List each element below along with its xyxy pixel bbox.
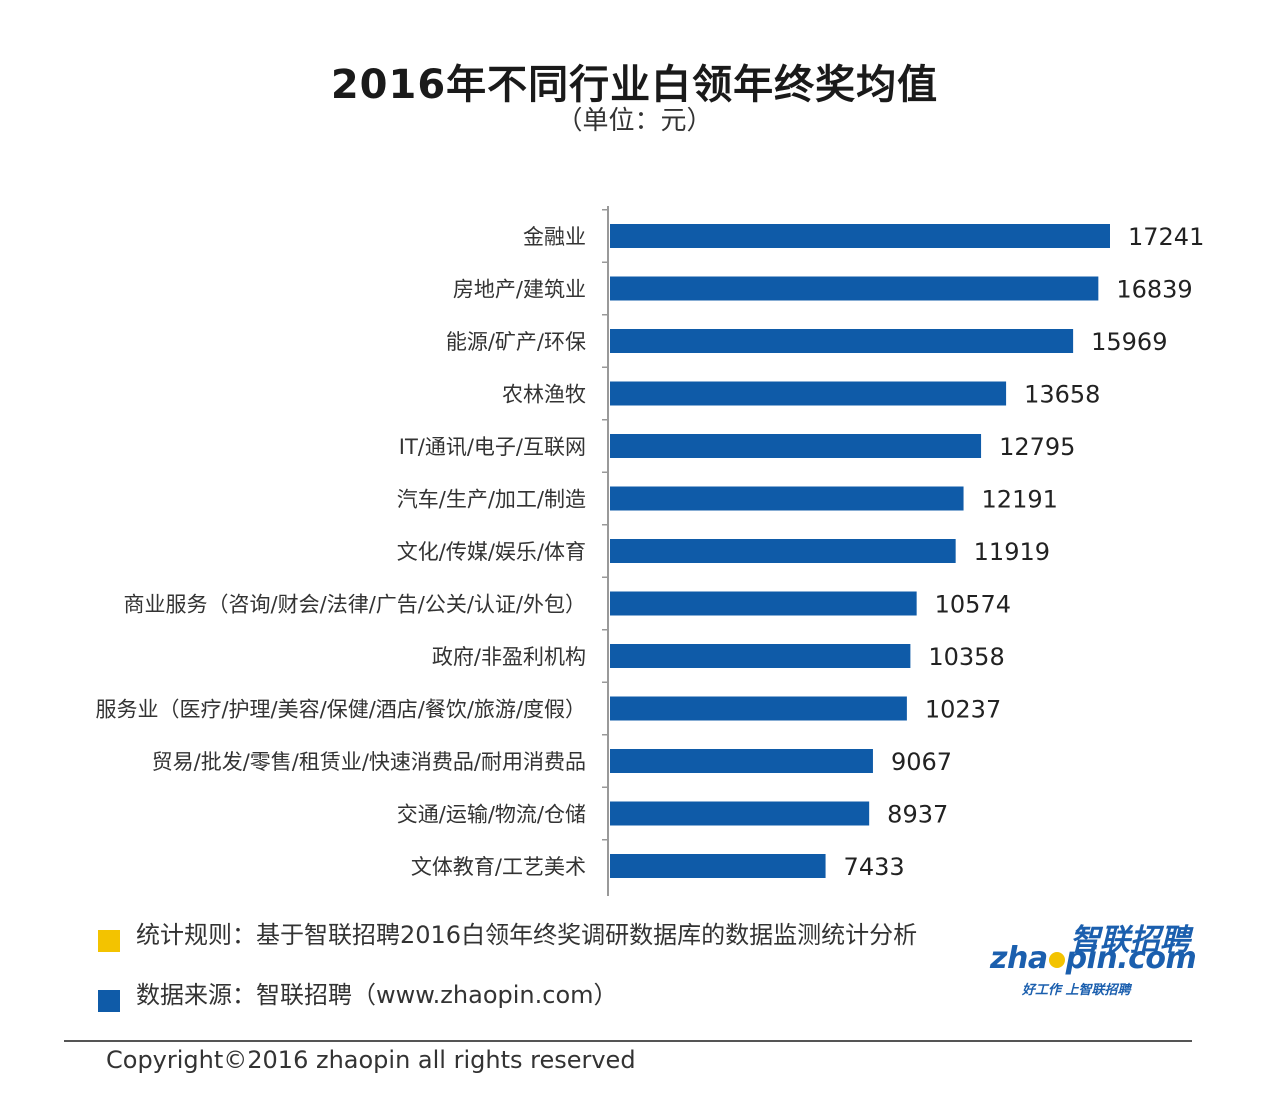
category-label: 汽车/生产/加工/制造 bbox=[397, 488, 586, 512]
bar bbox=[610, 434, 982, 458]
blue-square-icon bbox=[98, 990, 120, 1012]
value-label: 10237 bbox=[925, 696, 1001, 724]
bar bbox=[610, 801, 870, 826]
logo-cn-text: 智联招聘 bbox=[1070, 923, 1190, 958]
logo-en-text: zha pin.com bbox=[990, 941, 1197, 976]
value-label: 13658 bbox=[1024, 381, 1100, 409]
copyright-text: Copyright©2016 zhaopin all rights reserv… bbox=[106, 1046, 636, 1074]
zhaopin-logo: 智联招聘 zha pin.com 好工作 上智联招聘 bbox=[990, 915, 1200, 1000]
category-label: 政府/非盈利机构 bbox=[432, 645, 586, 669]
note-data-source-text: 数据来源：智联招聘（www.zhaopin.com） bbox=[136, 980, 618, 1009]
category-label: 文体教育/工艺美术 bbox=[411, 855, 586, 879]
value-label: 10574 bbox=[935, 591, 1011, 619]
chart-title: 2016年不同行业白领年终奖均值 bbox=[330, 62, 939, 108]
value-label: 12795 bbox=[999, 433, 1075, 461]
value-label: 17241 bbox=[1128, 223, 1204, 251]
bar bbox=[610, 486, 964, 511]
value-label: 12191 bbox=[982, 486, 1058, 514]
note-stat-rule: 统计规则：基于智联招聘2016白领年终奖调研数据库的数据监测统计分析 bbox=[98, 912, 917, 952]
logo-tagline: 好工作 上智联招聘 bbox=[1022, 983, 1131, 998]
logo-dot-icon bbox=[1048, 951, 1065, 968]
bar bbox=[610, 854, 826, 878]
bar bbox=[610, 696, 907, 721]
category-label: 能源/矿产/环保 bbox=[446, 330, 586, 354]
bar-chart: 金融业 17241 房地产/建筑业 16839 能源/矿产/环保 15969 农林渔牧 136… bbox=[95, 206, 1204, 896]
value-label: 8937 bbox=[887, 801, 948, 829]
category-label: 农林渔牧 bbox=[502, 383, 586, 407]
category-label: 文化/传媒/娱乐/体育 bbox=[397, 540, 586, 564]
bar bbox=[610, 539, 956, 563]
value-label: 16839 bbox=[1116, 276, 1192, 304]
category-label: 交通/运输/物流/仓储 bbox=[397, 803, 586, 827]
footer-divider bbox=[64, 1040, 1192, 1042]
value-label: 7433 bbox=[844, 853, 905, 881]
category-label: 贸易/批发/零售/租赁业/快速消费品/耐用消费品 bbox=[152, 750, 586, 774]
note-data-source: 数据来源：智联招聘（www.zhaopin.com） bbox=[98, 972, 618, 1012]
chart-subtitle: （单位：元） bbox=[556, 106, 713, 136]
category-label: 服务业（医疗/护理/美容/保健/酒店/餐饮/旅游/度假） bbox=[95, 698, 586, 722]
logo-en-left: zha bbox=[990, 941, 1048, 976]
bar bbox=[610, 591, 917, 616]
yellow-square-icon bbox=[98, 930, 120, 952]
bar bbox=[610, 749, 873, 773]
category-label: 房地产/建筑业 bbox=[453, 278, 586, 302]
category-label: 金融业 bbox=[523, 225, 586, 249]
category-label: IT/通讯/电子/互联网 bbox=[399, 435, 586, 459]
bar bbox=[610, 644, 911, 668]
value-label: 11919 bbox=[974, 538, 1050, 566]
value-label: 15969 bbox=[1091, 328, 1167, 356]
value-label: 9067 bbox=[891, 748, 952, 776]
bar bbox=[610, 224, 1110, 248]
bar bbox=[610, 276, 1099, 301]
bar bbox=[610, 329, 1074, 353]
category-label: 商业服务（咨询/财会/法律/广告/公关/认证/外包） bbox=[124, 593, 586, 617]
logo-en-right: pin.com bbox=[1065, 941, 1197, 976]
value-label: 10358 bbox=[928, 643, 1004, 671]
note-stat-rule-text: 统计规则：基于智联招聘2016白领年终奖调研数据库的数据监测统计分析 bbox=[136, 920, 918, 949]
bar bbox=[610, 381, 1007, 406]
